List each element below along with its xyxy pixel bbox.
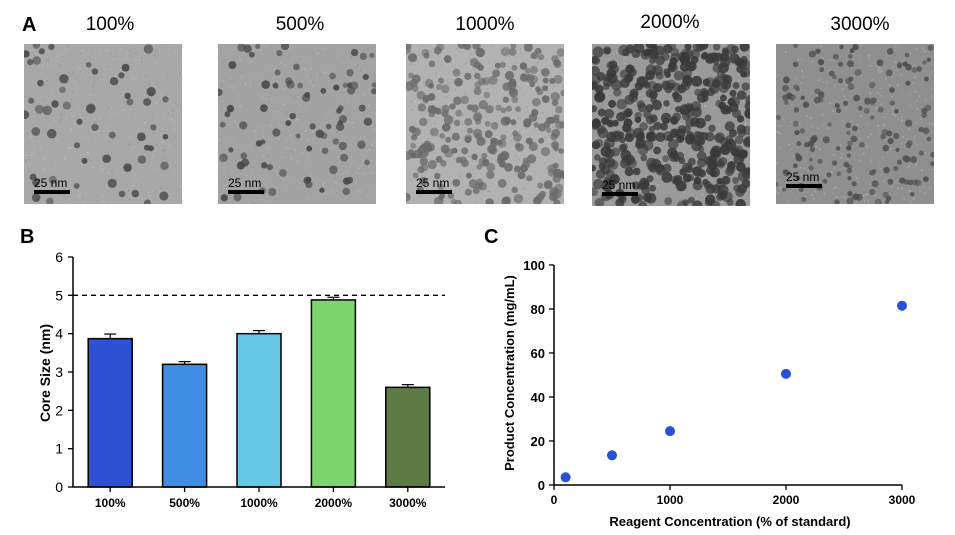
x-tick-label: 2000 [773, 493, 800, 507]
bar-500% [161, 363, 208, 488]
scale-bar-line [786, 184, 822, 188]
x-tick-label: 100% [95, 496, 126, 510]
scale-bar-label: 25 nm [786, 170, 820, 184]
panel-letter-c: C [484, 226, 499, 248]
data-point [607, 450, 617, 461]
tem-texture [592, 44, 750, 206]
tem-label-2000: 2000% [640, 12, 700, 33]
panel-letter-a: A [22, 14, 37, 36]
tem-label-500: 500% [275, 14, 325, 35]
y-axis-label: Core Size (nm) [37, 324, 53, 422]
x-tick-label: 3000% [389, 496, 427, 510]
tem-image-500: 25 nm [218, 44, 376, 204]
scale-bar: 25 nm [416, 177, 452, 194]
y-tick-label: 80 [531, 302, 545, 317]
y-axis-label: Product Concentration (mg/mL) [502, 275, 517, 471]
error-bar [327, 296, 340, 300]
core-size-bar-chart: 0 1 2 3 4 5 6 100% 500% 1000% 2000% 3000% Core Size… [37, 249, 445, 510]
y-tick-label: 2 [55, 402, 63, 418]
tem-image-1000: 25 nm [406, 44, 564, 204]
scale-bar-label: 25 nm [34, 176, 68, 190]
bar-3000% [385, 386, 431, 488]
y-tick-label: 4 [55, 326, 63, 342]
tem-texture [218, 44, 376, 204]
y-tick-label: 6 [55, 249, 63, 265]
y-tick-label: 1 [55, 441, 63, 457]
y-tick-label: 5 [55, 287, 63, 303]
error-bar [253, 329, 265, 334]
data-point [665, 426, 675, 437]
data-point [781, 368, 791, 379]
tem-label-100: 100% [85, 14, 135, 35]
y-tick-label: 0 [538, 478, 545, 493]
scale-bar-label: 25 nm [602, 178, 636, 192]
tem-texture [24, 44, 182, 204]
error-bar [104, 333, 117, 339]
y-tick-label: 40 [531, 390, 545, 405]
bar-100% [87, 337, 133, 488]
scale-bar-label: 25 nm [228, 176, 262, 190]
bar-1000% [236, 332, 282, 488]
tem-image-3000: 25 nm [776, 44, 934, 204]
x-tick-label: 1000 [657, 493, 684, 507]
x-tick-label: 3000 [889, 493, 916, 507]
x-tick-label: 0 [551, 493, 558, 507]
x-tick-label: 1000% [240, 496, 278, 510]
scale-bar: 25 nm [602, 179, 638, 196]
error-bar [178, 361, 191, 365]
x-tick-label: 500% [169, 496, 200, 510]
scale-bar: 25 nm [228, 177, 264, 194]
scale-bar-line [602, 192, 638, 196]
y-tick-label: 20 [531, 434, 545, 449]
tem-image-100: 25 nm [24, 44, 182, 204]
tem-texture [776, 44, 934, 204]
data-point [897, 300, 907, 311]
scale-bar-line [34, 190, 70, 194]
bar-2000% [310, 299, 357, 488]
y-tick-label: 3 [55, 364, 63, 380]
scale-bar-line [228, 190, 264, 194]
x-tick-label: 2000% [315, 496, 353, 510]
scale-bar-label: 25 nm [416, 176, 450, 190]
x-axis-label: Reagent Concentration (% of standard) [609, 514, 850, 529]
scale-bar: 25 nm [786, 171, 822, 188]
y-tick-label: 0 [55, 479, 63, 495]
scale-bar: 25 nm [34, 177, 70, 194]
tem-image-2000: 25 nm [592, 44, 750, 206]
tem-texture [406, 44, 564, 204]
panel-letter-b: B [20, 226, 35, 248]
data-point [560, 472, 571, 483]
y-tick-label: 100 [523, 258, 545, 273]
scale-bar-line [416, 190, 452, 194]
tem-label-3000: 3000% [830, 14, 890, 35]
error-bar [401, 384, 414, 388]
y-tick-label: 60 [531, 346, 545, 361]
tem-label-1000: 1000% [455, 14, 515, 35]
